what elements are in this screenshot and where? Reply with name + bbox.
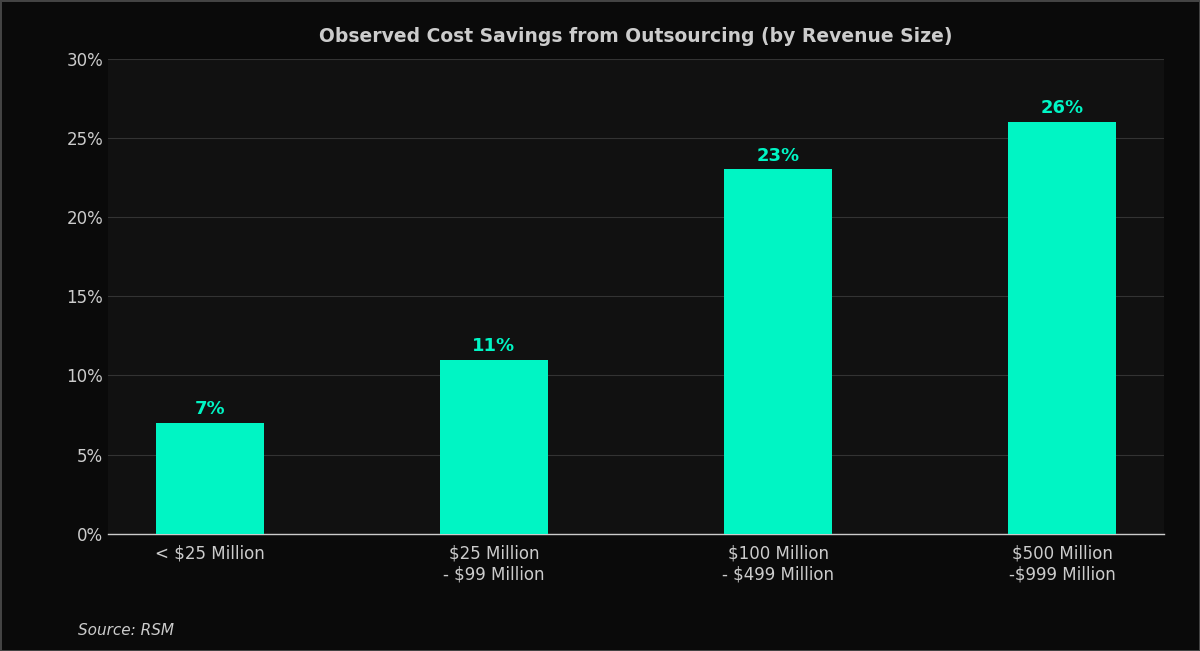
Text: 11%: 11% [473, 337, 516, 355]
Text: 7%: 7% [194, 400, 226, 418]
Title: Observed Cost Savings from Outsourcing (by Revenue Size): Observed Cost Savings from Outsourcing (… [319, 27, 953, 46]
Bar [724, 169, 832, 534]
Text: 23%: 23% [756, 146, 799, 165]
Bar [440, 359, 548, 534]
Bar [156, 423, 264, 534]
Text: Source: RSM: Source: RSM [78, 623, 174, 638]
Bar [1008, 122, 1116, 534]
Text: 26%: 26% [1040, 99, 1084, 117]
